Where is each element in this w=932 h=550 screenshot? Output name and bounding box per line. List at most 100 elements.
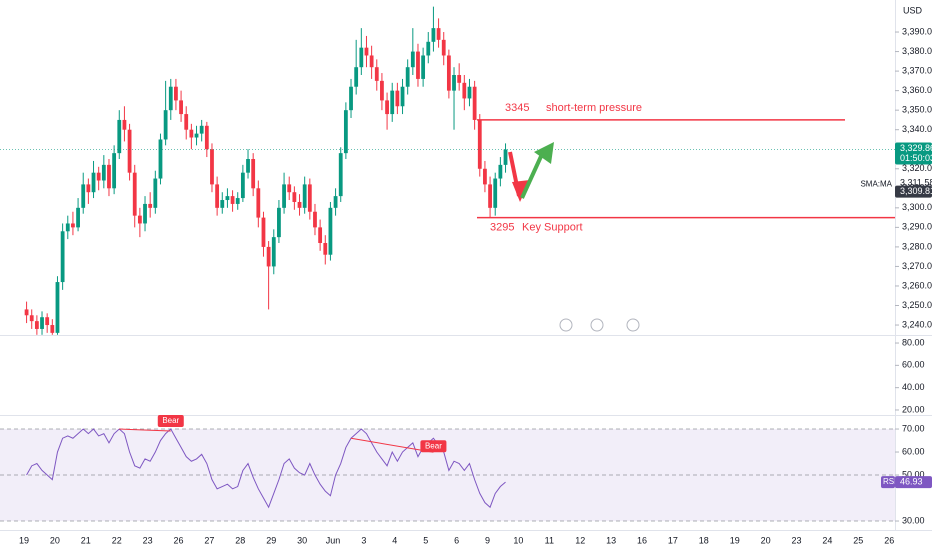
x-tick-label: 16	[637, 535, 647, 545]
candle-body	[65, 223, 70, 232]
sma-name: SMA:MA	[860, 179, 892, 188]
level-text: Key Support	[522, 222, 583, 234]
y-tick-label: 70.00	[902, 423, 925, 433]
y-tick-label: 3,350.00	[902, 105, 932, 115]
candle-body	[374, 67, 379, 81]
bear-box	[420, 440, 447, 453]
event-icon[interactable]	[626, 318, 640, 332]
candle-body	[369, 55, 374, 68]
candle-body	[86, 184, 91, 193]
candle-body	[266, 246, 271, 267]
candle-body	[40, 317, 44, 329]
candle-body	[210, 149, 214, 185]
candle-body	[251, 159, 256, 189]
level-value: 3295	[490, 222, 514, 234]
bear-label: Bear	[162, 416, 179, 425]
candle-body	[287, 184, 292, 193]
candle-body	[333, 196, 338, 208]
candle-body	[24, 309, 29, 316]
plot: 19 20 21 22 23 26 27 28 29 30 Jun 3 4 5 6 9 10 11 12 13 16 17…	[0, 6, 932, 545]
candle-body	[50, 325, 55, 333]
x-tick-label: 24	[822, 535, 832, 545]
candle-body	[230, 196, 235, 204]
candle-body	[127, 129, 132, 173]
candle-body	[385, 100, 389, 115]
candle-body	[55, 282, 60, 333]
candle-body	[225, 196, 230, 201]
candle-body	[71, 223, 75, 228]
y-tick-label: 30.00	[902, 515, 925, 525]
event-icon[interactable]	[590, 318, 604, 332]
candle-body	[498, 164, 503, 179]
candle-body	[240, 172, 245, 199]
candle-body	[349, 86, 353, 111]
candle-body	[158, 139, 163, 179]
currency-label: USD	[903, 5, 923, 15]
level-text: short-term pressure	[546, 102, 642, 114]
arrows	[508, 142, 554, 202]
candle-body	[184, 114, 189, 130]
candle-body	[117, 119, 122, 154]
bear-box	[157, 415, 184, 428]
candle-body	[416, 51, 420, 79]
event-icons[interactable]	[559, 318, 640, 332]
x-tick-label: 26	[173, 535, 183, 545]
x-tick-label: 18	[699, 535, 709, 545]
y-tick-label: 3,320.00	[902, 163, 932, 173]
candle-body	[380, 80, 384, 101]
x-tick-label: 26	[884, 535, 894, 545]
candle-body	[235, 198, 240, 204]
candle-body	[101, 164, 106, 181]
candle-body	[112, 153, 117, 189]
candle-body	[45, 317, 50, 326]
level-value: 3345	[505, 102, 529, 114]
x-tick-label: 13	[606, 535, 616, 545]
candle-body	[297, 201, 302, 208]
candle-body	[153, 178, 158, 208]
candle-body	[91, 172, 96, 193]
rsi-name-box	[881, 476, 895, 489]
candle-body	[452, 75, 456, 91]
y-tick-label: 3,390.00	[902, 26, 932, 36]
bear-label: Bear	[425, 441, 442, 450]
candle-body	[307, 184, 312, 212]
candle-body	[338, 153, 343, 197]
candle-body	[204, 125, 209, 150]
y-tick-label: 3,290.00	[902, 222, 932, 232]
candle-body	[328, 207, 333, 255]
candle-body	[81, 184, 86, 208]
y-tick-label: 40.00	[902, 382, 925, 392]
candle-body	[457, 75, 462, 83]
candle-body	[410, 51, 415, 68]
candle-body	[318, 227, 323, 243]
x-tick-label: 28	[235, 535, 245, 545]
x-tick-label: 9	[485, 535, 490, 545]
candle-body	[34, 321, 39, 329]
x-tick-label: 17	[668, 535, 678, 545]
x-tick-label: 20	[761, 535, 771, 545]
x-tick-label: 27	[204, 535, 214, 545]
last-price-box	[895, 142, 932, 165]
up-arrow	[520, 151, 545, 199]
candle-body	[359, 47, 364, 68]
candle-body	[488, 184, 492, 208]
rsi-value: 46.93	[900, 476, 923, 486]
x-tick-label: 11	[545, 535, 554, 545]
y-tick-label: 50.00	[902, 469, 925, 479]
x-tick-label: 6	[454, 535, 459, 545]
candle-body	[220, 200, 225, 208]
y-tick-label: 20.00	[902, 404, 925, 414]
candle-body	[122, 119, 127, 130]
event-icon[interactable]	[559, 318, 573, 332]
candle-body	[148, 203, 153, 208]
candle-body	[60, 231, 65, 283]
candle-body	[292, 192, 297, 202]
rsi-value-box	[895, 476, 932, 489]
x-tick-label: 3	[361, 535, 366, 545]
candle-body	[199, 125, 204, 134]
x-tick-label: 20	[50, 535, 60, 545]
x-tick-label: 30	[297, 535, 307, 545]
candle-body	[467, 86, 472, 99]
y-tick-label: 80.00	[902, 337, 925, 347]
